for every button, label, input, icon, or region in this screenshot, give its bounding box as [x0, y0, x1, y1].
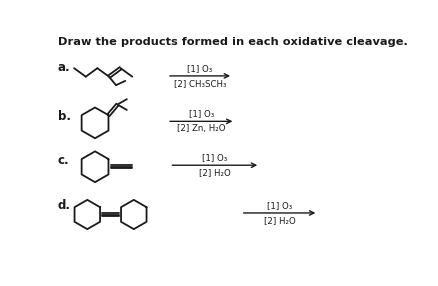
- Text: [2] Zn, H₂O: [2] Zn, H₂O: [177, 124, 226, 133]
- Text: [1] O₃: [1] O₃: [267, 201, 292, 210]
- Text: [2] H₂O: [2] H₂O: [264, 216, 295, 225]
- Text: Draw the products formed in each oxidative cleavage.: Draw the products formed in each oxidati…: [58, 37, 408, 47]
- Text: [2] CH₃SCH₃: [2] CH₃SCH₃: [174, 79, 226, 88]
- Text: c.: c.: [58, 154, 70, 167]
- Text: [1] O₃: [1] O₃: [187, 64, 213, 73]
- Text: b.: b.: [58, 110, 71, 123]
- Text: [1] O₃: [1] O₃: [202, 153, 227, 162]
- Text: [2] H₂O: [2] H₂O: [199, 168, 231, 177]
- Text: a.: a.: [58, 61, 71, 74]
- Text: [1] O₃: [1] O₃: [189, 109, 214, 118]
- Text: d.: d.: [58, 199, 71, 212]
